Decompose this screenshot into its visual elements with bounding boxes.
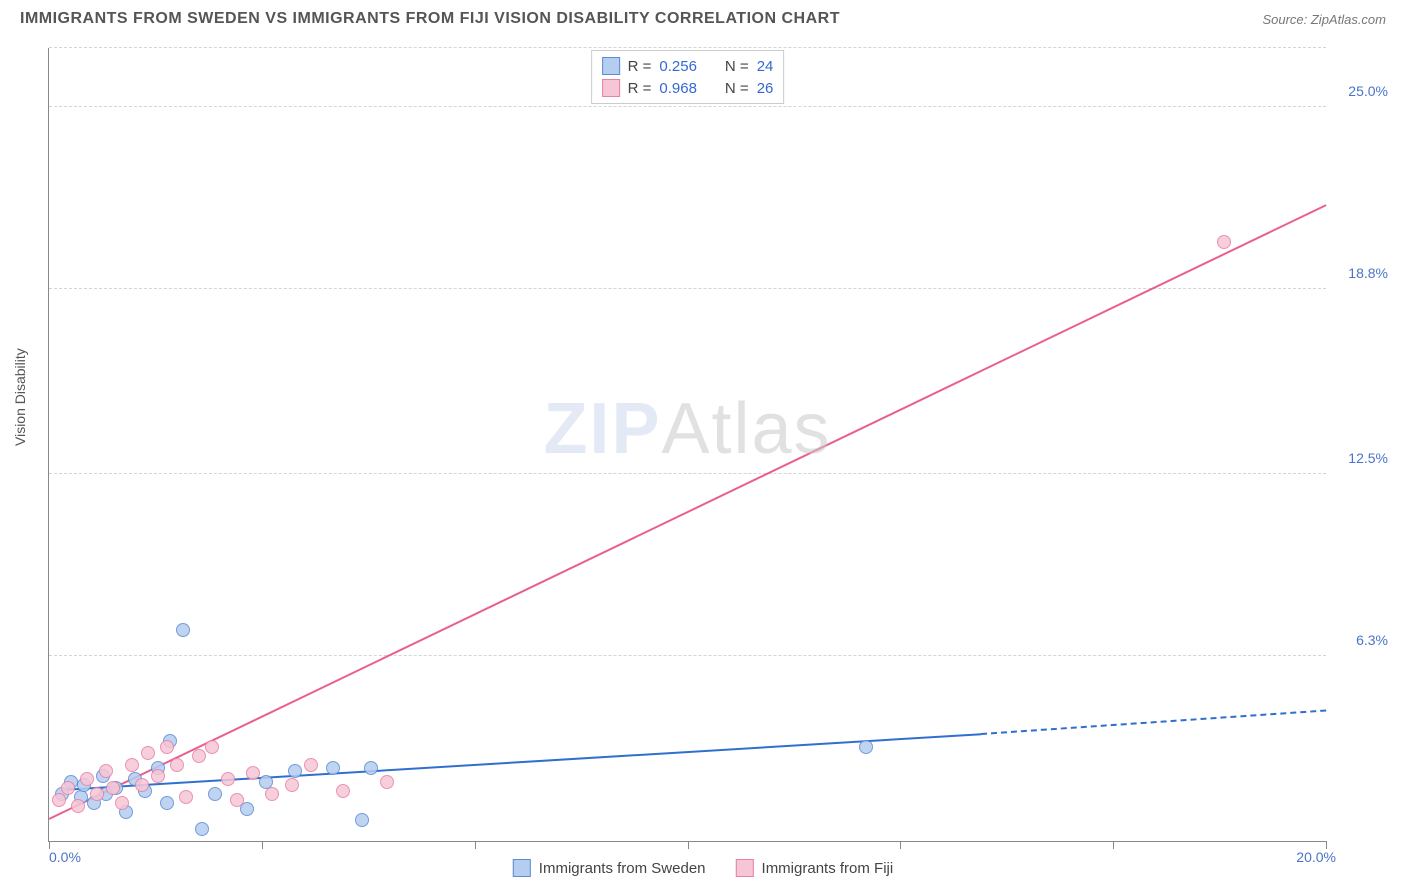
data-point <box>355 813 369 827</box>
series-label: Immigrants from Sweden <box>539 860 706 877</box>
source-link[interactable]: ZipAtlas.com <box>1311 12 1386 27</box>
data-point <box>205 740 219 754</box>
legend-stats: R = 0.256 N = 24 R = 0.968 N = 26 <box>591 50 785 104</box>
y-tick-label: 25.0% <box>1348 83 1388 99</box>
data-point <box>336 784 350 798</box>
x-tick-label: 20.0% <box>1296 849 1336 865</box>
y-axis-title: Vision Disability <box>12 348 28 446</box>
data-point <box>176 623 190 637</box>
n-value-sweden: 24 <box>757 58 774 75</box>
swatch-fiji-icon <box>736 859 754 877</box>
chart-title: IMMIGRANTS FROM SWEDEN VS IMMIGRANTS FRO… <box>20 10 840 28</box>
data-point <box>221 772 235 786</box>
data-point <box>160 796 174 810</box>
data-point <box>304 758 318 772</box>
y-tick-label: 6.3% <box>1356 632 1388 648</box>
data-point <box>192 749 206 763</box>
chart-header: IMMIGRANTS FROM SWEDEN VS IMMIGRANTS FRO… <box>0 0 1406 33</box>
data-point <box>364 761 378 775</box>
y-tick-label: 18.8% <box>1348 265 1388 281</box>
data-point <box>859 740 873 754</box>
data-point <box>208 787 222 801</box>
data-point <box>115 796 129 810</box>
data-point <box>71 799 85 813</box>
data-point <box>170 758 184 772</box>
data-point <box>135 778 149 792</box>
n-value-fiji: 26 <box>757 80 774 97</box>
data-point <box>99 764 113 778</box>
data-point <box>80 772 94 786</box>
legend-item-fiji: Immigrants from Fiji <box>736 859 894 877</box>
x-tick-label: 0.0% <box>49 849 81 865</box>
data-point <box>1217 235 1231 249</box>
data-point <box>285 778 299 792</box>
legend-stats-row: R = 0.968 N = 26 <box>602 77 774 99</box>
swatch-sweden-icon <box>513 859 531 877</box>
source-credit: Source: ZipAtlas.com <box>1262 12 1386 27</box>
data-point <box>141 746 155 760</box>
y-tick-label: 12.5% <box>1348 450 1388 466</box>
data-point <box>230 793 244 807</box>
data-point <box>265 787 279 801</box>
data-point <box>246 766 260 780</box>
data-point <box>106 781 120 795</box>
data-point <box>151 769 165 783</box>
data-point <box>160 740 174 754</box>
data-point <box>380 775 394 789</box>
data-point <box>90 787 104 801</box>
series-label: Immigrants from Fiji <box>762 860 894 877</box>
data-point <box>52 793 66 807</box>
data-point <box>288 764 302 778</box>
legend-item-sweden: Immigrants from Sweden <box>513 859 706 877</box>
data-point <box>61 781 75 795</box>
chart-plot-area: ZIPAtlas R = 0.256 N = 24 R = 0.968 N = … <box>48 48 1326 842</box>
watermark: ZIPAtlas <box>543 388 831 470</box>
r-value-sweden: 0.256 <box>659 58 697 75</box>
swatch-sweden-icon <box>602 57 620 75</box>
data-point <box>195 822 209 836</box>
legend-stats-row: R = 0.256 N = 24 <box>602 55 774 77</box>
data-point <box>326 761 340 775</box>
r-value-fiji: 0.968 <box>659 80 697 97</box>
swatch-fiji-icon <box>602 79 620 97</box>
data-point <box>125 758 139 772</box>
legend-series: Immigrants from Sweden Immigrants from F… <box>513 859 893 877</box>
data-point <box>179 790 193 804</box>
